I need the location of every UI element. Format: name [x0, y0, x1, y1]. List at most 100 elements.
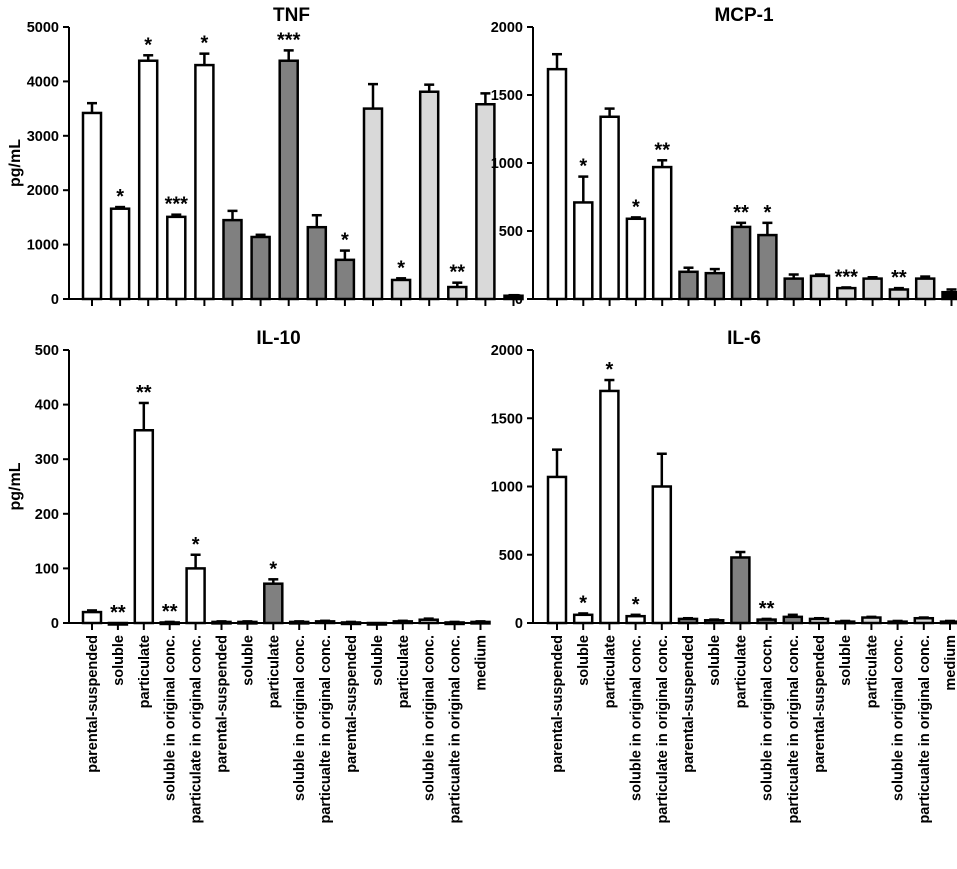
bar [418, 618, 439, 625]
x-tick-label: particulate [602, 635, 618, 708]
bar [704, 271, 726, 301]
significance-label: ** [654, 139, 670, 161]
bar [334, 258, 356, 301]
bar [503, 294, 524, 301]
bar [625, 614, 646, 625]
significance-label: * [632, 594, 640, 616]
y-tick-label: 3000 [27, 129, 59, 145]
significance-label: ** [891, 267, 907, 289]
significance-label: *** [277, 29, 301, 51]
bar [109, 207, 131, 301]
bar [808, 617, 830, 625]
bar [783, 277, 804, 301]
y-tick-label: 1000 [27, 238, 59, 254]
y-axis-label: pg/mL [7, 462, 24, 510]
x-tick-label: particulate [396, 635, 412, 708]
bar [314, 620, 336, 625]
bar [222, 218, 243, 301]
y-tick-label: 0 [51, 292, 59, 308]
significance-label: ** [162, 601, 178, 623]
bar [185, 567, 206, 625]
significance-label: * [606, 359, 614, 381]
x-tick-label: particulate in original conc. [655, 635, 671, 824]
bar [211, 620, 232, 625]
bar [939, 620, 957, 625]
bar [340, 621, 362, 626]
significance-label: * [144, 34, 152, 56]
x-tick-label: soluble in original cocn. [760, 635, 776, 801]
significance-label: * [269, 558, 277, 580]
significance-label: * [397, 257, 405, 279]
bar [809, 274, 831, 301]
x-tick-label: soluble [707, 635, 723, 686]
significance-label: * [764, 202, 772, 224]
bar [278, 59, 299, 301]
bar [237, 620, 258, 625]
bar [834, 620, 856, 625]
x-tick-label: particulate in original conc. [189, 635, 205, 824]
bar [756, 618, 777, 625]
y-tick-label: 2000 [491, 343, 523, 359]
x-tick-label: particualte in original conc. [786, 635, 802, 824]
x-tick-label: soluble [576, 635, 592, 686]
x-tick-label: soluble in original conc. [629, 635, 645, 801]
bar [836, 286, 857, 301]
bar [861, 616, 882, 625]
bar [263, 582, 284, 625]
x-tick-label: parental-suspended [85, 635, 101, 773]
bar [306, 225, 328, 301]
bar [730, 225, 752, 301]
x-tick-label: medium [943, 635, 957, 691]
bar [914, 277, 936, 301]
significance-label: ** [759, 598, 775, 620]
x-tick-label: particualte in original conc. [448, 635, 464, 824]
y-tick-label: 2000 [491, 20, 523, 36]
bar [678, 270, 699, 301]
significance-label: * [201, 33, 209, 55]
y-tick-label: 2000 [27, 183, 59, 199]
bar [887, 620, 908, 625]
bar [137, 59, 159, 301]
x-tick-label: particulate [266, 635, 282, 708]
bar [546, 475, 568, 625]
bar [757, 233, 778, 301]
y-tick-label: 0 [515, 616, 523, 632]
significance-label: *** [165, 194, 189, 216]
y-tick-label: 500 [499, 548, 523, 564]
panel-il-6: IL-6 0 500 1000 1500 2000 parental-suspended * s… [491, 328, 957, 824]
x-tick-label: parental-suspended [550, 635, 566, 773]
x-tick-label: soluble in original conc. [163, 635, 179, 801]
bar [470, 620, 491, 625]
chart-title: IL-10 [256, 328, 300, 349]
significance-label: * [632, 196, 640, 218]
x-tick-label: soluble [370, 635, 386, 686]
significance-label: ** [733, 202, 749, 224]
significance-label: * [579, 156, 587, 178]
y-tick-label: 500 [499, 224, 523, 240]
bar [703, 619, 725, 625]
x-tick-label: parental-suspended [344, 635, 360, 773]
y-tick-label: 5000 [27, 20, 59, 36]
significance-label: ** [136, 382, 152, 404]
x-tick-label: particualte in original conc. [917, 635, 933, 824]
bar [941, 290, 957, 301]
bar [250, 235, 271, 301]
y-tick-label: 300 [35, 452, 59, 468]
x-tick-label: particulate [733, 635, 749, 708]
x-tick-label: particulate [137, 635, 153, 708]
significance-label: * [341, 230, 349, 252]
x-tick-label: medium [474, 635, 490, 691]
y-tick-label: 1500 [491, 88, 523, 104]
significance-label: ** [450, 262, 466, 284]
x-tick-label: parental-suspended [681, 635, 697, 773]
bar [390, 278, 412, 301]
y-axis-label: pg/mL [7, 139, 24, 187]
y-tick-label: 4000 [27, 74, 59, 90]
bar [107, 621, 129, 626]
bar [913, 616, 935, 625]
bar [288, 620, 310, 625]
chart-title: MCP-1 [714, 5, 774, 26]
chart-title: TNF [273, 5, 310, 26]
